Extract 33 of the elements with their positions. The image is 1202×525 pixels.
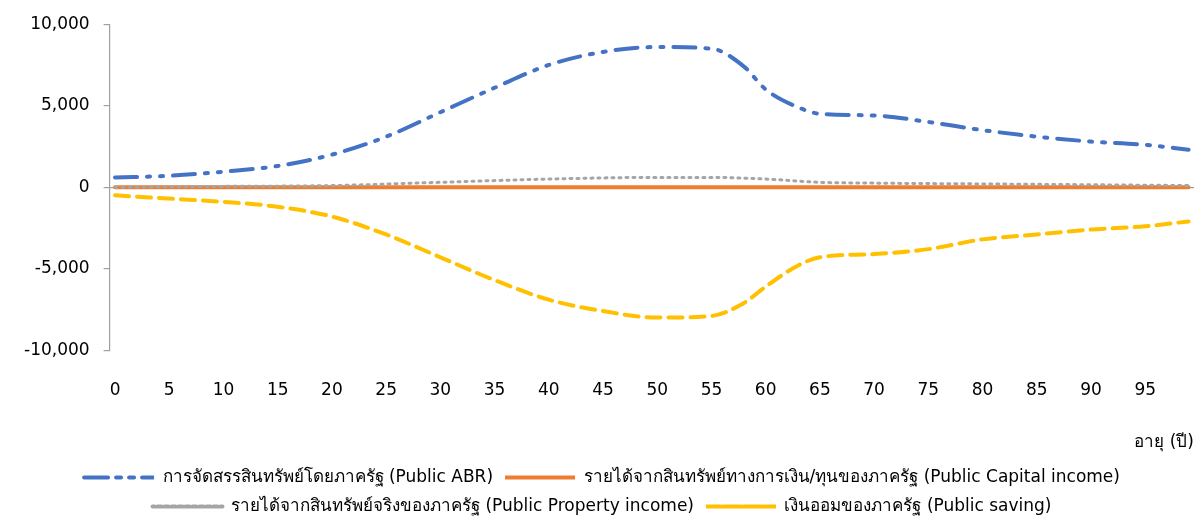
x-tick-label: 95 bbox=[1134, 378, 1157, 399]
x-tick-label: 35 bbox=[483, 378, 506, 399]
legend-label: เงินออมของภาครัฐ (Public saving) bbox=[784, 494, 1052, 516]
x-tick-label: 5 bbox=[163, 378, 175, 399]
x-tick-label: 15 bbox=[266, 378, 289, 399]
x-tick-label: 25 bbox=[375, 378, 397, 399]
x-axis-title: อายุ (ปี) bbox=[1134, 431, 1194, 453]
x-tick-label: 70 bbox=[863, 378, 885, 399]
x-tick-label: 10 bbox=[212, 378, 235, 399]
y-tick-label: 5,000 bbox=[40, 94, 90, 115]
y-tick-label: -10,000 bbox=[23, 338, 90, 359]
x-tick-label: 90 bbox=[1080, 378, 1102, 399]
x-tick-label: 30 bbox=[429, 378, 452, 399]
line-series bbox=[113, 45, 1191, 180]
line-series bbox=[113, 193, 1191, 320]
x-tick-label: 80 bbox=[971, 378, 994, 399]
x-tick-label: 0 bbox=[109, 378, 121, 399]
line-series bbox=[113, 175, 1191, 189]
x-tick-label: 50 bbox=[646, 378, 669, 399]
x-tick-label: 40 bbox=[537, 378, 560, 399]
legend-label: รายได้จากสินทรัพย์ทางการเงิน/ทุนของภาครัฐ (Public Capital income) bbox=[583, 465, 1120, 487]
x-tick-label: 75 bbox=[917, 378, 940, 399]
legend-label: การจัดสรรสินทรัพย์โดยภาครัฐ (Public ABR) bbox=[162, 465, 494, 487]
x-tick-label: 45 bbox=[592, 378, 614, 399]
y-tick-label: 10,000 bbox=[30, 12, 90, 33]
x-tick-label: 60 bbox=[754, 378, 777, 399]
x-tick-label: 20 bbox=[321, 378, 343, 399]
y-tick-label: -5,000 bbox=[34, 257, 90, 278]
legend-label: รายได้จากสินทรัพย์จริงของภาครัฐ (Public Property income) bbox=[231, 494, 694, 516]
x-tick-label: 65 bbox=[809, 378, 831, 399]
x-tick-label: 55 bbox=[700, 378, 723, 399]
x-tick-label: 85 bbox=[1025, 378, 1048, 399]
y-tick-label: 0 bbox=[78, 175, 90, 196]
